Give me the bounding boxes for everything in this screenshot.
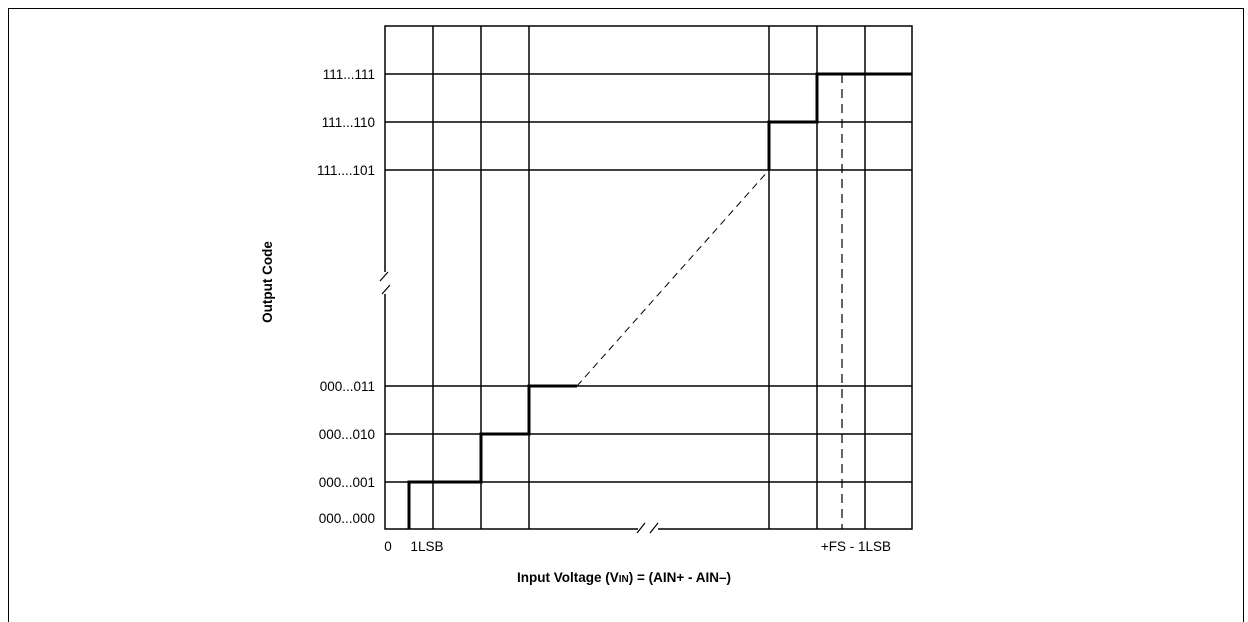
dashed-transition-line	[576, 169, 770, 387]
plot-border	[384, 25, 913, 530]
x-axis-title-prefix: Input Voltage (V	[517, 570, 619, 585]
transfer-staircase-lower	[407, 384, 577, 529]
x-full-scale-label: +FS - 1LSB	[821, 539, 891, 554]
x-axis-title: Input Voltage (VIN) = (AIN+ - AIN–)	[517, 570, 731, 585]
y-axis-break	[379, 271, 391, 295]
y-code-label: 000...010	[319, 427, 375, 442]
figure-frame	[8, 8, 1244, 622]
x-axis-break	[636, 522, 659, 534]
y-code-label: 000...011	[320, 379, 375, 394]
vertical-grid	[432, 26, 866, 529]
y-code-label: 000...000	[319, 511, 375, 526]
x-origin-label: 0	[384, 539, 392, 554]
y-axis-title: Output Code	[260, 241, 275, 323]
y-code-label: 111....101	[317, 163, 375, 178]
x-axis-title-subscript: IN	[619, 574, 629, 585]
transfer-staircase-upper	[767, 72, 912, 170]
y-code-label: 000...001	[319, 475, 375, 490]
horizontal-grid	[385, 73, 912, 483]
y-code-label: 111...110	[322, 115, 375, 130]
x-1lsb-label: 1LSB	[410, 539, 443, 554]
x-axis-title-suffix: ) = (AIN+ - AIN–)	[629, 570, 731, 585]
y-code-label: 111...111	[323, 67, 375, 82]
